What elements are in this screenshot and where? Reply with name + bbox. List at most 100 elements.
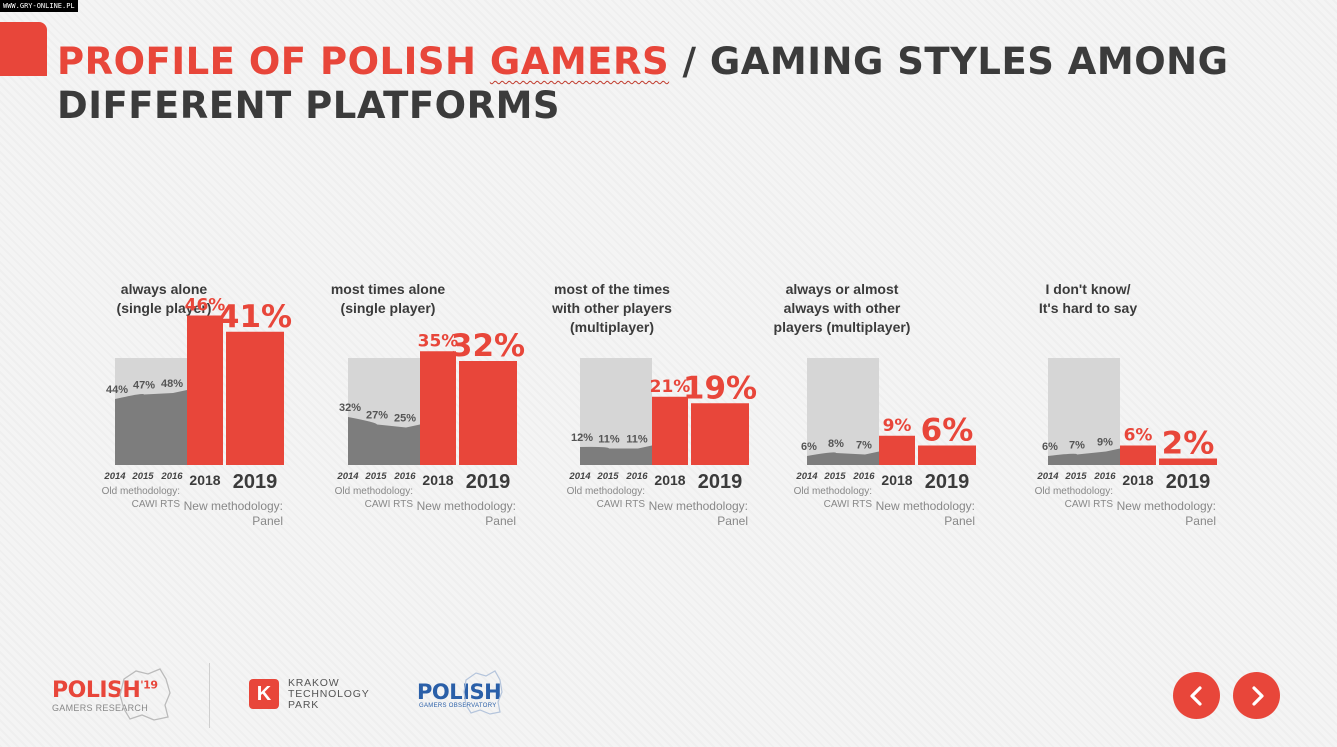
old-methodology-panel	[1048, 358, 1120, 465]
old-year-label: 2014	[336, 471, 359, 482]
polish-gamers-research-logo: POLISH'19	[52, 678, 158, 703]
new-methodology-label: Panel	[1185, 514, 1216, 528]
chart-title: most times alone (single player)	[330, 281, 446, 316]
chart-svg: 6% 7% 9% 2014 2015 2016 Old methodology: CAWI R…	[1035, 358, 1217, 528]
ktp-line: KRAKOW	[288, 677, 340, 689]
old-year-label: 2015	[596, 471, 619, 482]
title-part-1: PROFILE OF POLISH	[57, 40, 490, 83]
chart-dont-know: I don't know/ It's hard to say 6% 7% 9% 201…	[1033, 270, 1273, 570]
old-value-label: 27%	[366, 410, 388, 422]
next-slide-button[interactable]	[1233, 672, 1280, 719]
previous-slide-button[interactable]	[1173, 672, 1220, 719]
old-methodology-label: CAWI RTS	[365, 499, 414, 510]
old-year-label: 2015	[364, 471, 387, 482]
chart-title: always or almost always with other playe…	[773, 281, 911, 335]
old-methodology-label: Old methodology:	[1035, 486, 1113, 497]
old-year-label: 2015	[1064, 471, 1087, 482]
old-year-label: 2014	[795, 471, 818, 482]
poland-map-icon	[119, 668, 171, 721]
old-value-label: 32%	[339, 402, 361, 414]
new-value-label: 41%	[218, 299, 292, 335]
new-methodology-label: Panel	[944, 514, 975, 528]
old-year-label: 2014	[1036, 471, 1059, 482]
old-methodology-area	[580, 445, 652, 465]
new-year-label: 2018	[881, 472, 912, 488]
old-methodology-label: CAWI RTS	[1065, 499, 1114, 510]
new-methodology-label: Panel	[717, 514, 748, 528]
old-value-label: 12%	[571, 432, 593, 444]
chart-most-times-with-others: most of the times with other players (mu…	[552, 270, 805, 570]
old-methodology-panel	[807, 358, 879, 465]
old-methodology-label: Old methodology:	[335, 486, 413, 497]
old-value-label: 25%	[394, 413, 416, 425]
new-value-label: 2%	[1162, 426, 1215, 462]
new-methodology-bar	[226, 331, 284, 465]
polish-gamers-observatory-logo: POLISH	[417, 680, 502, 704]
old-methodology-label: CAWI RTS	[824, 499, 873, 510]
new-methodology-label: New methodology:	[417, 499, 516, 513]
new-methodology-bar	[1159, 458, 1217, 465]
old-value-label: 44%	[106, 384, 128, 396]
old-value-label: 47%	[133, 380, 155, 392]
new-value-label: 35%	[418, 331, 459, 351]
old-value-label: 8%	[828, 438, 844, 450]
old-value-label: 11%	[626, 434, 648, 446]
old-value-label: 6%	[801, 441, 817, 453]
new-methodology-bar	[459, 361, 517, 465]
new-methodology-label: Panel	[252, 514, 283, 528]
new-year-label: 2018	[189, 472, 220, 488]
logo1-sup: '19	[140, 678, 158, 692]
title-part-2: GAMERS	[489, 40, 670, 83]
old-year-label: 2014	[568, 471, 591, 482]
new-value-label: 21%	[650, 377, 691, 397]
logo1-subtitle: GAMERS RESEARCH	[52, 703, 149, 713]
new-year-label: 2018	[654, 472, 685, 488]
new-methodology-bar	[1120, 445, 1156, 465]
logo3-subtitle: GAMERS OBSERVATORY	[419, 703, 497, 709]
new-methodology-bar	[187, 315, 223, 465]
old-methodology-area	[807, 451, 879, 465]
corner-accent	[0, 22, 47, 76]
new-methodology-label: New methodology:	[876, 499, 975, 513]
new-methodology-bar	[652, 396, 688, 465]
new-methodology-label: New methodology:	[649, 499, 748, 513]
new-methodology-bar	[420, 351, 456, 465]
chart-always-alone: always alone (single player) 44% 47% 48% 20…	[100, 270, 340, 570]
new-value-label: 32%	[451, 328, 525, 364]
old-year-label: 2016	[625, 471, 648, 482]
old-methodology-label: Old methodology:	[794, 486, 872, 497]
old-year-label: 2016	[393, 471, 416, 482]
title-part-3: / GAMING STYLES AMONG DIFFERENT PLATFORM…	[57, 40, 1229, 127]
new-year-label: 2018	[422, 472, 453, 488]
old-year-label: 2014	[103, 471, 126, 482]
old-year-label: 2015	[823, 471, 846, 482]
old-methodology-area	[348, 417, 420, 465]
old-methodology-label: CAWI RTS	[597, 499, 646, 510]
chart-always-with-others: always or almost always with other playe…	[774, 270, 1032, 570]
ktp-logo-icon: K	[249, 679, 279, 709]
footer	[0, 650, 1337, 747]
old-year-label: 2016	[1093, 471, 1116, 482]
footer-divider	[209, 663, 210, 728]
new-year-label: 2019	[1166, 471, 1211, 493]
logo1-main: POLISH	[52, 678, 141, 703]
new-year-label: 2019	[925, 471, 970, 493]
new-year-label: 2019	[233, 471, 278, 493]
old-value-label: 7%	[1069, 440, 1085, 452]
old-year-label: 2015	[131, 471, 154, 482]
chart-most-times-alone: most times alone (single player) 32% 27% 2…	[331, 270, 573, 570]
poland-map-icon	[463, 670, 503, 715]
new-year-label: 2018	[1122, 472, 1153, 488]
chart-title: I don't know/ It's hard to say	[1038, 281, 1138, 316]
chevron-right-icon	[1251, 685, 1264, 706]
chart-title: always alone (single player)	[116, 281, 212, 316]
new-value-label: 9%	[883, 416, 912, 436]
old-methodology-area	[1048, 448, 1120, 465]
old-methodology-label: Old methodology:	[102, 486, 180, 497]
old-methodology-label: Old methodology:	[567, 486, 645, 497]
old-year-label: 2016	[160, 471, 183, 482]
chart-svg: 12% 11% 11% 2014 2015 2016 Old methodology: CAW…	[567, 358, 757, 528]
chart-svg: 32% 27% 25% 2014 2015 2016 Old methodology: CAW…	[335, 328, 525, 528]
new-value-label: 6%	[1124, 426, 1153, 446]
chart-svg: 44% 47% 48% 2014 2015 2016 Old methodology: CAW…	[102, 296, 292, 529]
